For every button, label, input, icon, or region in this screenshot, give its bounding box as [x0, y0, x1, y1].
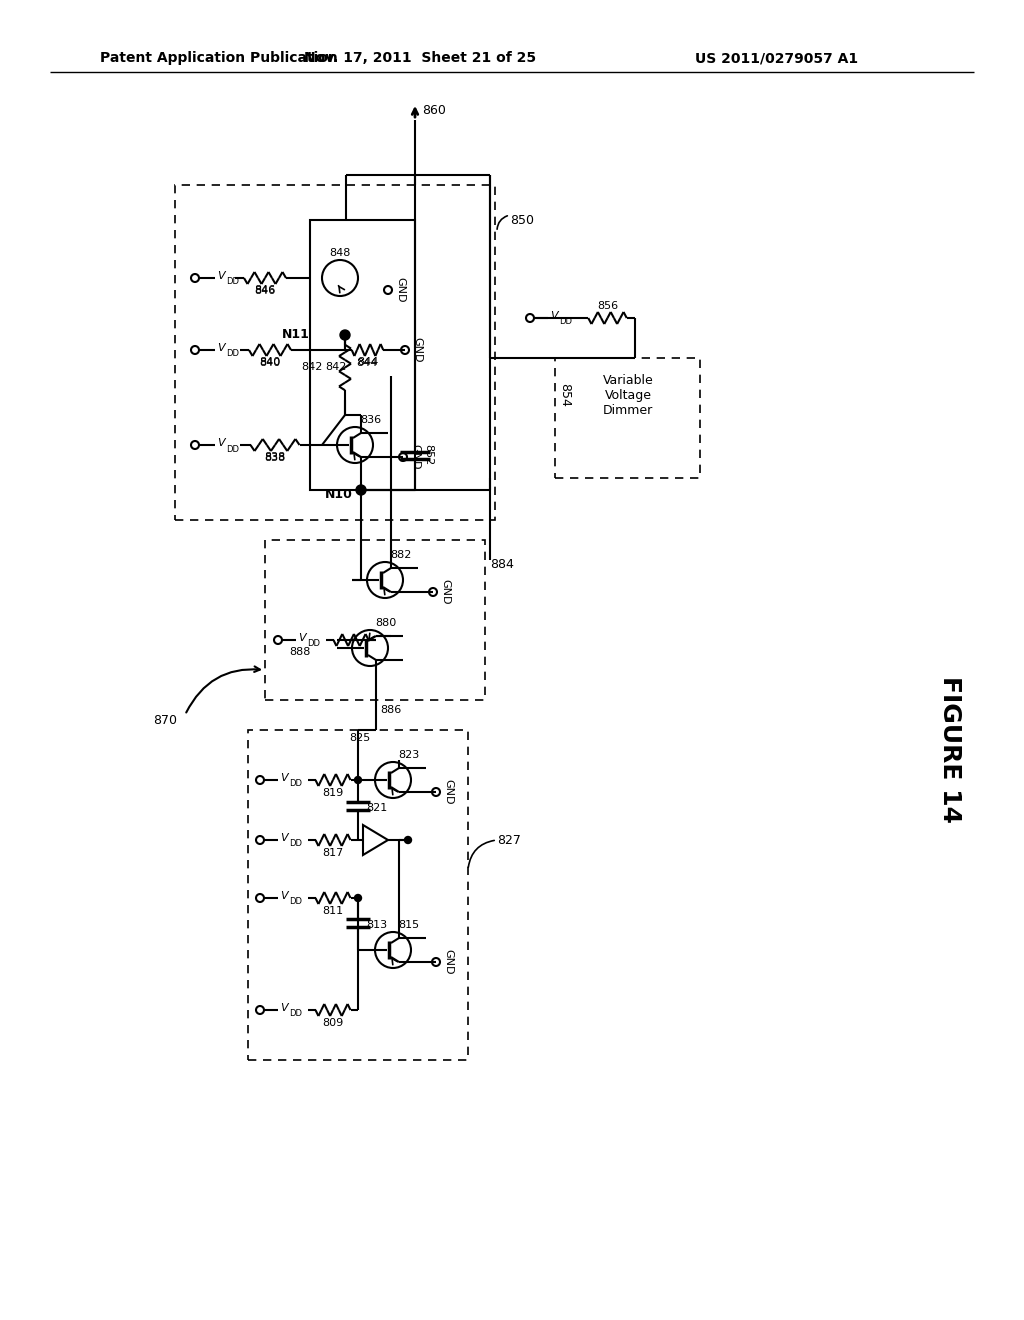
Text: GND: GND	[440, 579, 450, 605]
Text: Nov. 17, 2011  Sheet 21 of 25: Nov. 17, 2011 Sheet 21 of 25	[304, 51, 536, 65]
Text: 840: 840	[259, 358, 281, 368]
Text: 819: 819	[323, 788, 344, 799]
Text: V: V	[280, 891, 288, 902]
Text: DD: DD	[289, 840, 302, 849]
Text: GND: GND	[412, 337, 422, 363]
Text: 850: 850	[510, 214, 534, 227]
Text: GND: GND	[443, 779, 453, 805]
Text: DD: DD	[289, 1010, 302, 1019]
Bar	[248, 730, 468, 1060]
Text: Patent Application Publication: Patent Application Publication	[100, 51, 338, 65]
Text: DD: DD	[559, 318, 572, 326]
Text: 838: 838	[264, 451, 286, 462]
Text: DD: DD	[226, 445, 239, 454]
Text: 848: 848	[330, 248, 350, 257]
Text: 821: 821	[366, 803, 387, 813]
Circle shape	[340, 330, 350, 341]
Text: 836: 836	[360, 414, 381, 425]
Text: 817: 817	[323, 847, 344, 858]
Text: 888: 888	[290, 647, 311, 657]
Text: US 2011/0279057 A1: US 2011/0279057 A1	[695, 51, 858, 65]
Text: V: V	[217, 438, 224, 447]
Text: 860: 860	[422, 103, 445, 116]
Text: V: V	[280, 833, 288, 843]
Text: V: V	[280, 774, 288, 783]
Text: 844: 844	[356, 356, 378, 367]
Text: 854: 854	[558, 383, 571, 407]
Text: 886: 886	[380, 705, 401, 715]
Text: 842: 842	[325, 363, 346, 372]
Text: V: V	[298, 634, 305, 643]
Text: DD: DD	[307, 639, 319, 648]
Text: V: V	[550, 312, 558, 321]
Text: DD: DD	[289, 780, 302, 788]
Text: Variable
Voltage
Dimmer: Variable Voltage Dimmer	[603, 374, 653, 417]
Text: DD: DD	[226, 350, 239, 359]
Text: 880: 880	[375, 618, 396, 628]
Text: DD: DD	[289, 898, 302, 907]
Text: V: V	[280, 1003, 288, 1012]
Text: 840: 840	[259, 356, 281, 367]
Text: V: V	[217, 271, 224, 281]
Text: N10: N10	[326, 488, 353, 502]
Circle shape	[354, 776, 361, 784]
Text: 842: 842	[302, 363, 323, 372]
Text: 882: 882	[390, 550, 412, 560]
Bar	[310, 220, 415, 490]
Text: 844: 844	[356, 358, 378, 368]
Text: 811: 811	[323, 906, 344, 916]
Circle shape	[354, 895, 361, 902]
Text: 825: 825	[349, 733, 371, 743]
Circle shape	[356, 484, 366, 495]
Text: GND: GND	[395, 277, 406, 302]
Text: V: V	[217, 343, 224, 352]
Text: N11: N11	[283, 329, 310, 342]
Bar	[555, 358, 700, 478]
Text: DD: DD	[226, 277, 239, 286]
Text: 838: 838	[264, 453, 286, 463]
Text: 856: 856	[597, 301, 618, 312]
Text: GND: GND	[410, 445, 420, 470]
Text: 823: 823	[398, 750, 419, 760]
Text: 827: 827	[497, 833, 521, 846]
Bar	[265, 540, 485, 700]
Text: 813: 813	[366, 920, 387, 931]
Circle shape	[404, 837, 412, 843]
Text: 852: 852	[423, 445, 433, 466]
Text: 815: 815	[398, 920, 419, 931]
Text: 809: 809	[323, 1018, 344, 1028]
Text: GND: GND	[443, 949, 453, 974]
Text: 870: 870	[153, 714, 177, 726]
Bar	[175, 185, 495, 520]
Text: 846: 846	[254, 286, 275, 296]
Text: 846: 846	[254, 285, 275, 294]
Text: FIGURE 14: FIGURE 14	[938, 676, 962, 824]
Text: 884: 884	[490, 558, 514, 572]
